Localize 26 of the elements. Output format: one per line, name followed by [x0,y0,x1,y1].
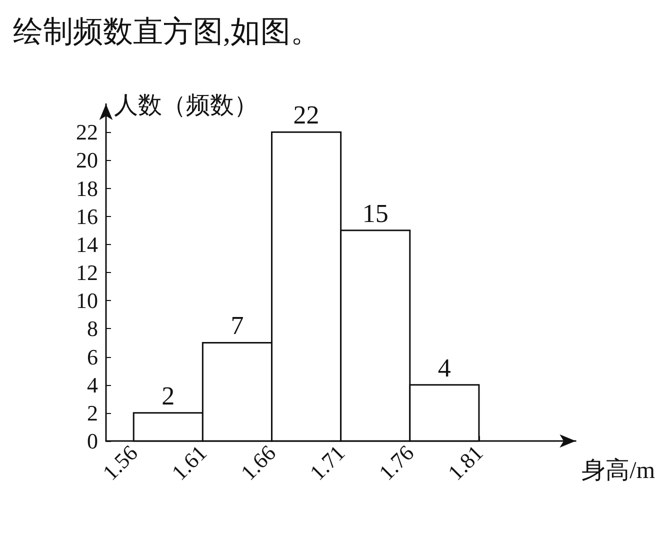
x-tick-label: 1.56 [98,440,142,486]
x-tick-label: 1.81 [442,440,488,486]
y-tick-label: 20 [76,148,98,173]
y-tick-label: 2 [87,400,98,426]
y-axis-title: 人数（频数） [114,93,258,119]
x-tick-label: 1.61 [166,440,212,486]
chart-title: 绘制频数直方图,如图。 [13,16,320,48]
x-tick-label: 1.71 [304,440,350,486]
data-label: 15 [362,198,388,228]
y-tick-label: 0 [87,428,98,454]
y-tick-label: 14 [76,232,98,257]
data-label: 7 [230,311,244,340]
data-label: 4 [438,353,451,382]
y-tick-label: 10 [76,288,98,314]
y-tick-label: 4 [87,372,98,398]
x-tick-label: 1.66 [236,440,281,486]
y-tick-label: 18 [76,176,98,201]
y-tick-label: 6 [87,344,98,370]
x-tick-label: 1.76 [374,440,419,486]
y-tick-label: 22 [76,120,98,145]
x-axis-title: 身高/m [582,457,656,484]
y-tick-label: 12 [76,260,98,285]
y-tick-label: 16 [76,204,98,229]
data-label: 2 [162,381,175,410]
data-label: 22 [293,100,320,130]
y-tick-label: 8 [87,316,98,342]
